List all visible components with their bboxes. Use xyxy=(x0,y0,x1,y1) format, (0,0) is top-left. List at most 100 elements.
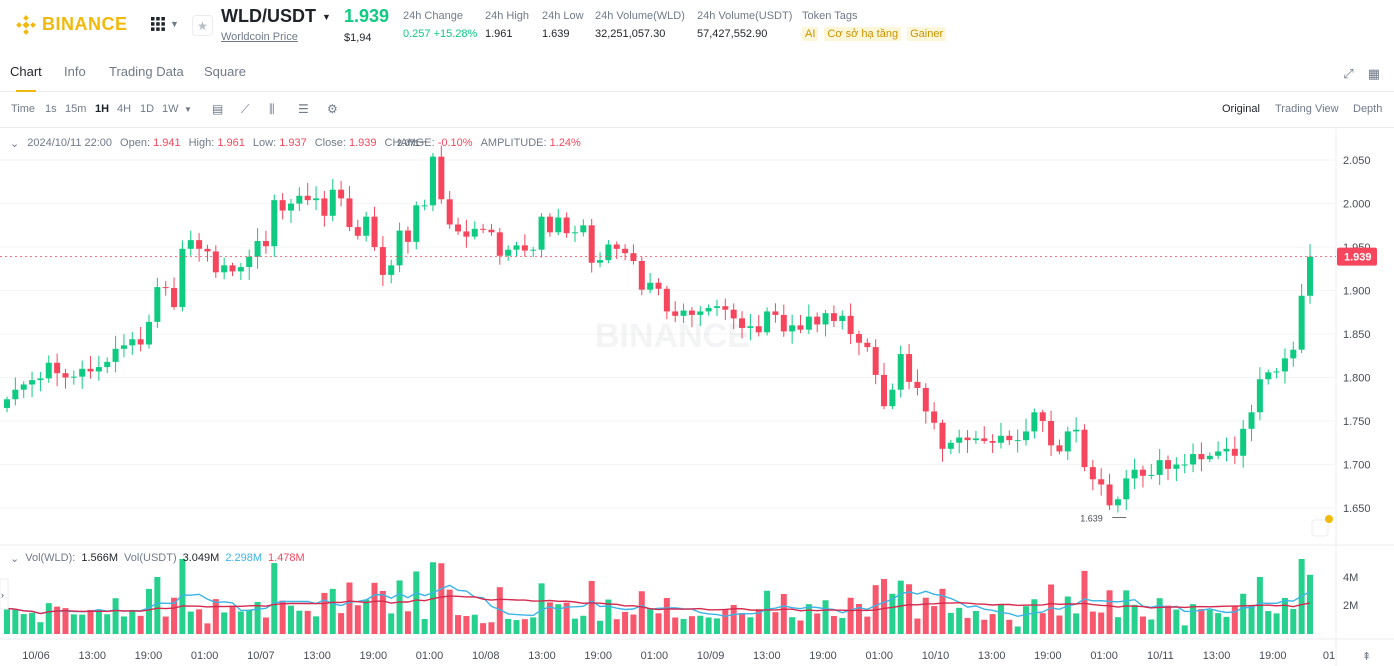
volume-bar xyxy=(279,600,286,634)
interval-1w[interactable]: 1W xyxy=(162,103,179,115)
calendar-icon[interactable]: ▤ xyxy=(212,102,224,116)
candle-body xyxy=(171,287,178,308)
candle-body xyxy=(713,306,720,308)
volume-bar xyxy=(947,612,954,634)
collapse-chevron-icon[interactable]: ⌄ xyxy=(10,553,20,565)
candle-body xyxy=(805,316,812,330)
volume-bar xyxy=(1073,613,1080,634)
candle-body xyxy=(62,373,69,378)
candle-body xyxy=(279,200,286,211)
volume-bars xyxy=(3,559,1314,634)
gear-icon[interactable]: ⚙ xyxy=(327,102,338,116)
volume-bar xyxy=(563,602,570,634)
interval-4h[interactable]: 4H xyxy=(117,103,132,115)
tab-chart[interactable]: Chart xyxy=(10,64,42,92)
stat-24h-high: 24h High 1.961 xyxy=(485,10,529,40)
view-depth[interactable]: Depth xyxy=(1353,103,1383,115)
stat-24h-volume-wld: 24h Volume(WLD) 32,251,057.30 xyxy=(595,10,685,40)
token-tag[interactable]: AI xyxy=(802,27,819,41)
candle-body xyxy=(396,230,403,266)
time-tick-label: 10/10 xyxy=(922,650,950,662)
tab-trading-data[interactable]: Trading Data xyxy=(109,64,184,79)
candle-body xyxy=(70,376,77,378)
volume-bar xyxy=(555,604,562,634)
time-tick-label: 19:00 xyxy=(809,650,837,662)
candle-body xyxy=(597,260,604,263)
binance-logo[interactable]: BINANCE xyxy=(16,14,128,35)
volume-bar xyxy=(881,579,888,634)
token-tag[interactable]: Gainer xyxy=(907,27,947,41)
chart-area[interactable]: ⌄ 2024/10/11 22:00 Open: 1.941 High: 1.9… xyxy=(0,129,1394,666)
volume-bar xyxy=(262,617,269,634)
apps-menu-button[interactable]: ▼ xyxy=(150,16,179,32)
time-tick-label: 13:00 xyxy=(528,650,556,662)
candle-body xyxy=(204,248,211,252)
volume-bar xyxy=(154,576,161,634)
candle-body xyxy=(196,240,203,249)
price-tick-label: 1.850 xyxy=(1343,329,1371,341)
volume-bar xyxy=(1023,606,1030,634)
interval-15m[interactable]: 15m xyxy=(65,103,87,115)
candle-body xyxy=(429,156,436,206)
volume-bar xyxy=(95,610,102,634)
indicator-icon[interactable]: ⟋ xyxy=(241,102,250,116)
settings-list-icon[interactable]: ☰ xyxy=(298,102,309,116)
volume-bar xyxy=(789,617,796,634)
interval-1h[interactable]: 1H xyxy=(95,103,110,115)
view-trading-view[interactable]: Trading View xyxy=(1275,103,1339,115)
volume-bar xyxy=(3,608,11,634)
time-tick-label: 13:00 xyxy=(1203,650,1231,662)
token-tags: Token Tags AI Cơ sở hạ tầng Gainer xyxy=(802,10,947,41)
candle-body xyxy=(45,362,52,379)
volume-bar xyxy=(321,592,328,634)
volume-bar xyxy=(655,613,662,634)
volume-bar xyxy=(388,613,395,634)
stat-value: 0.257 +15.28% xyxy=(403,28,478,40)
ohlc-low-label: Low: xyxy=(252,137,277,149)
candle-body xyxy=(922,387,929,412)
volume-bar xyxy=(488,622,495,634)
candle-body xyxy=(981,438,988,441)
candle-body xyxy=(680,310,687,316)
token-tag[interactable]: Cơ sở hạ tầng xyxy=(824,27,902,41)
volume-bar xyxy=(455,615,462,634)
tab-info[interactable]: Info xyxy=(64,64,86,79)
chart-grid xyxy=(0,129,1394,666)
tab-square[interactable]: Square xyxy=(204,64,246,79)
volume-bar xyxy=(647,608,654,634)
candle-body xyxy=(1081,429,1088,468)
collapse-chevron-icon[interactable]: ⌄ xyxy=(10,138,20,150)
volume-bar xyxy=(237,611,244,634)
volume-bar xyxy=(530,617,537,634)
candle-body xyxy=(780,314,787,332)
interval-1s[interactable]: 1s xyxy=(45,103,57,115)
interval-1d[interactable]: 1D xyxy=(140,103,155,115)
volume-bar xyxy=(70,614,77,634)
high-marker-label: 2.071 xyxy=(397,138,420,148)
candle-body xyxy=(739,318,746,328)
expand-icon[interactable]: ⤢ xyxy=(1343,66,1354,81)
candlestick-chart[interactable]: BINANCE 2.0502.0001.9501.9001.8501.8001.… xyxy=(0,129,1394,666)
time-tick-label: 13:00 xyxy=(978,650,1006,662)
candle-body xyxy=(1114,499,1121,506)
favorite-star-button[interactable]: ★ xyxy=(192,15,213,36)
alert-badge-icon xyxy=(1311,519,1329,537)
symbol-selector[interactable]: WLD/USDT ▼ Worldcoin Price xyxy=(221,6,331,43)
candle-body xyxy=(254,241,261,257)
vol-usdt-value: 3.049M xyxy=(182,552,220,564)
candle-body xyxy=(530,249,537,251)
ohlc-open: 1.941 xyxy=(153,137,181,149)
time-tick-label: 13:00 xyxy=(753,650,781,662)
view-original[interactable]: Original xyxy=(1222,103,1260,115)
price-tick-label: 2.050 xyxy=(1343,155,1371,167)
volume-bar xyxy=(772,612,779,634)
interval-time[interactable]: Time xyxy=(11,103,36,115)
candle-body xyxy=(814,316,821,325)
volume-bar xyxy=(87,609,94,634)
candle-type-icon[interactable]: ⫼ xyxy=(269,102,275,116)
volume-bar xyxy=(62,608,69,634)
layout-grid-icon[interactable]: ▦ xyxy=(1367,66,1380,81)
volume-bar xyxy=(246,610,253,634)
interval-dropdown-icon[interactable]: ▼ xyxy=(184,105,192,114)
symbol-price-link[interactable]: Worldcoin Price xyxy=(221,31,298,43)
